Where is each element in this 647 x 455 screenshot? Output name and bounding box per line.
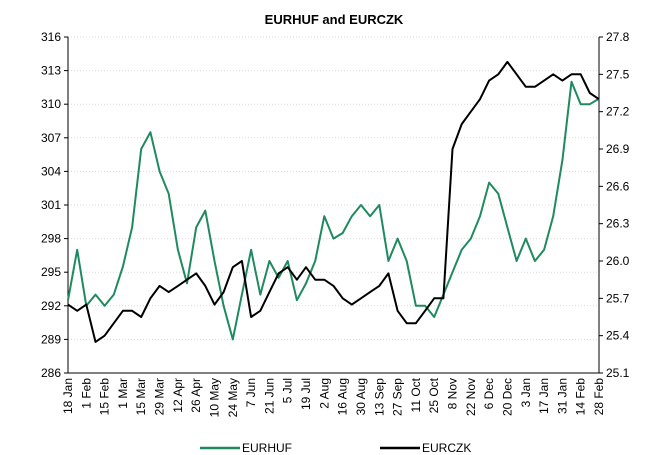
x-tick-label: 20 Dec	[500, 378, 514, 416]
x-tick-label: 3 Jan	[519, 378, 533, 407]
y-tick-label: 289	[41, 332, 61, 346]
line-series	[67, 60, 600, 343]
x-tick-label: 19 Jul	[299, 378, 313, 410]
x-tick-label: 1 Mar	[116, 378, 130, 409]
x-tick-label: 11 Oct	[409, 377, 423, 412]
chart-title: EURHUF and EURCZK	[265, 12, 404, 27]
y2-tick-label: 25.7	[606, 291, 630, 305]
y2-tick-label: 26.6	[606, 179, 630, 193]
x-tick-label: 6 Dec	[482, 378, 496, 409]
y-tick-label: 307	[41, 131, 61, 145]
x-tick-label: 29 Mar	[153, 378, 167, 415]
y2-tick-label: 25.4	[606, 329, 630, 343]
x-tick-label: 30 Aug	[354, 378, 368, 415]
legend-label: EURCZK	[422, 441, 471, 455]
y2-tick-label: 26.0	[606, 254, 630, 268]
line-series	[67, 80, 600, 341]
x-tick-label: 12 Apr	[171, 378, 185, 413]
y2-tick-label: 27.5	[606, 67, 630, 81]
y2-tick-label: 27.2	[606, 105, 630, 119]
x-tick-label: 31 Jan	[555, 378, 569, 414]
x-tick-label: 18 Jan	[61, 378, 75, 414]
y-tick-label: 295	[41, 265, 61, 279]
x-tick-label: 22 Nov	[464, 378, 478, 416]
y2-tick-label: 25.1	[606, 366, 630, 380]
y2-tick-label: 26.3	[606, 217, 630, 231]
y-tick-label: 310	[41, 97, 61, 111]
y-tick-label: 313	[41, 64, 61, 78]
y-tick-label: 304	[41, 164, 61, 178]
x-tick-label: 5 Jul	[281, 378, 295, 403]
x-tick-label: 28 Feb	[592, 378, 606, 416]
x-tick-label: 21 Jun	[262, 378, 276, 414]
x-tick-label: 27 Sep	[391, 378, 405, 416]
x-tick-label: 24 May	[226, 378, 240, 417]
x-tick-label: 17 Jan	[537, 378, 551, 414]
x-tick-label: 2 Aug	[317, 378, 331, 409]
x-tick-label: 7 Jun	[244, 378, 258, 407]
x-tick-label: 1 Feb	[79, 378, 93, 409]
legend-label: EURHUF	[242, 441, 292, 455]
x-tick-label: 25 Oct	[427, 377, 441, 413]
x-tick-label: 15 Mar	[134, 378, 148, 415]
y-tick-label: 298	[41, 232, 61, 246]
x-tick-label: 16 Aug	[336, 378, 350, 415]
x-tick-label: 13 Sep	[372, 378, 386, 416]
y-tick-label: 316	[41, 30, 61, 44]
y-tick-label: 301	[41, 198, 61, 212]
x-tick-label: 14 Feb	[574, 378, 588, 416]
y2-tick-label: 26.9	[606, 142, 630, 156]
y2-tick-label: 27.8	[606, 30, 630, 44]
y-tick-label: 292	[41, 299, 61, 313]
x-tick-label: 10 May	[207, 378, 221, 417]
x-tick-label: 26 Apr	[189, 378, 203, 413]
y-tick-label: 286	[41, 366, 61, 380]
x-tick-label: 8 Nov	[446, 378, 460, 409]
x-tick-label: 15 Feb	[98, 378, 112, 416]
